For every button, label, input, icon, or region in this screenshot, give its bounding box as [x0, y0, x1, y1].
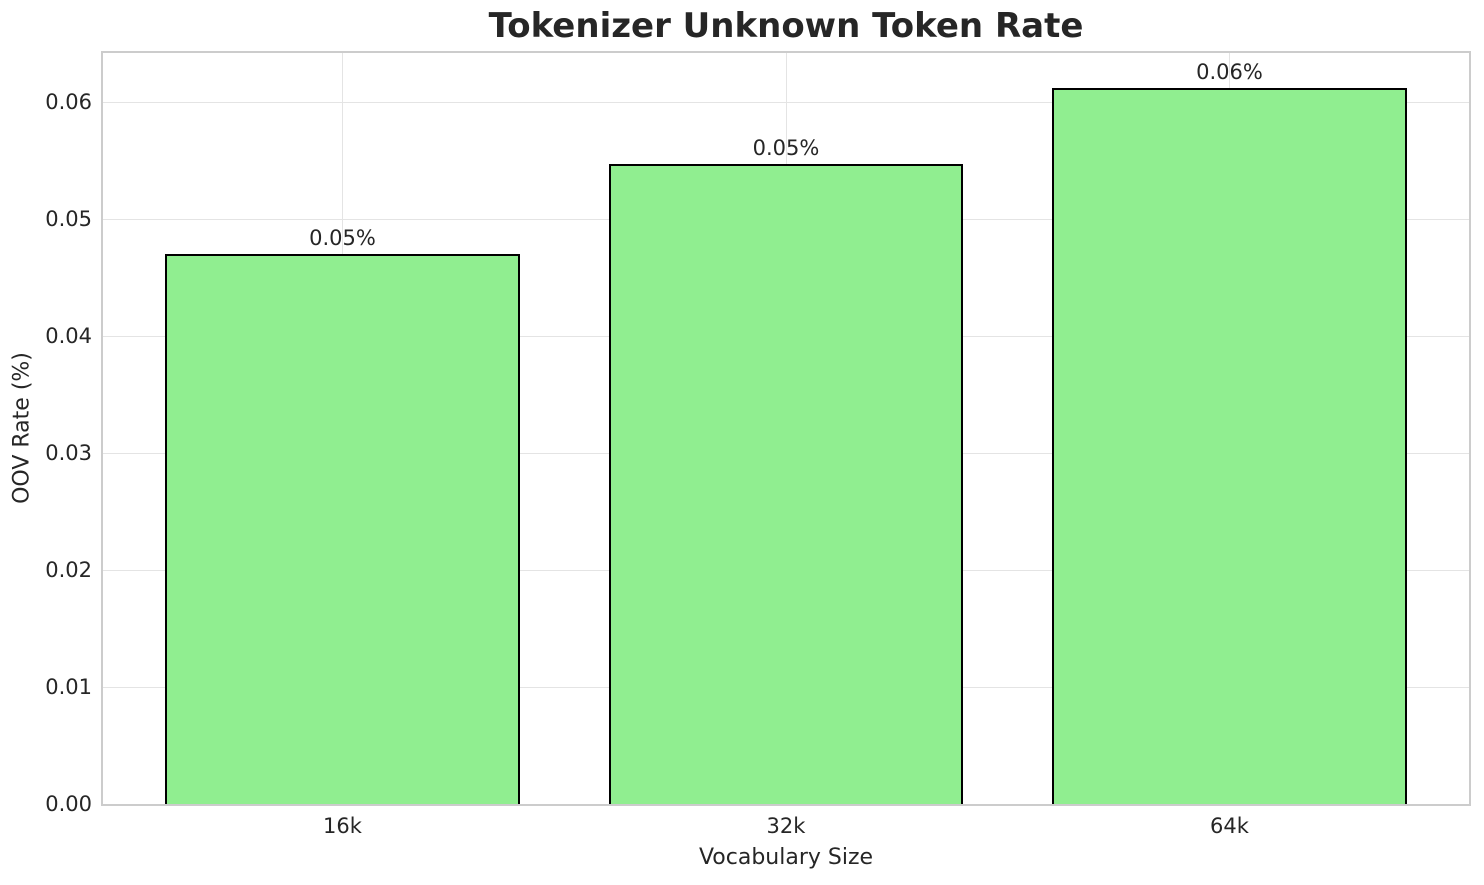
y-tick-label: 0.01 [45, 675, 92, 700]
bar-16k [165, 254, 520, 804]
x-tick-label-64k: 64k [1210, 814, 1249, 838]
bar-value-label: 0.05% [752, 136, 820, 161]
bar-64k [1052, 88, 1407, 804]
x-axis-label: Vocabulary Size [698, 845, 874, 870]
y-tick-label: 0.06 [45, 90, 92, 115]
y-tick-label: 0.05 [45, 207, 92, 232]
y-tick-label: 0.02 [45, 558, 92, 583]
bar-value-label: 0.06% [1196, 60, 1263, 85]
bar-32k [608, 164, 964, 804]
x-tick-label-16k: 16k [323, 814, 362, 838]
y-tick-label: 0.04 [45, 324, 92, 349]
y-axis-label: OOV Rate (%) [9, 352, 35, 504]
y-tick-label: 0.03 [45, 441, 92, 466]
x-tick-label-32k: 32k [766, 814, 806, 838]
chart-title: Tokenizer Unknown Token Rate [488, 6, 1084, 46]
plot-area: 0.05% 0.05% 0.06% [103, 53, 1469, 804]
bar-value-label: 0.05% [309, 226, 376, 251]
y-tick-label: 0.00 [45, 792, 92, 816]
